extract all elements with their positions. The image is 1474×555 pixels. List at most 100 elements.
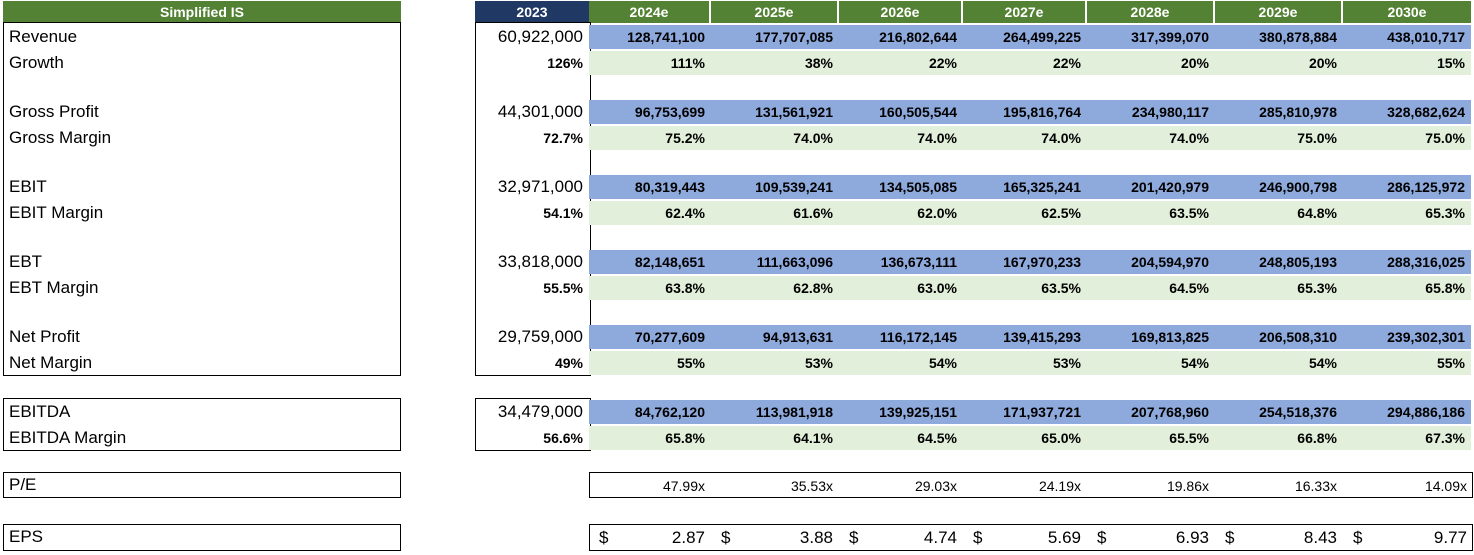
cell-ebit-2025e: 109,539,241 [711, 175, 839, 199]
cell-net-margin-2025e: 53% [711, 351, 839, 375]
base-value-ebt-margin: 55.5% [543, 280, 583, 296]
cell-gross-profit-2029e: 285,810,978 [1215, 100, 1343, 124]
base-value-gross-margin: 72.7% [543, 130, 583, 146]
cell-net-margin-2030e: 55% [1343, 351, 1471, 375]
pe-value-2026e: 29.03x [914, 478, 957, 494]
eps-values-box [589, 524, 1473, 551]
cell-ebitda-margin-2026e: 64.5% [839, 426, 963, 450]
cell-net-profit-2025e: 94,913,631 [711, 325, 839, 349]
cell-ebt-2028e: 204,594,970 [1087, 250, 1215, 274]
pe-label: P/E [9, 475, 37, 494]
row-label-ebitda: EBITDA [9, 402, 71, 421]
pe-value-2027e: 24.19x [1038, 478, 1081, 494]
cell-net-profit-2029e: 206,508,310 [1215, 325, 1343, 349]
cell-gross-margin-2027e: 74.0% [963, 126, 1087, 150]
cell-ebt-2029e: 248,805,193 [1215, 250, 1343, 274]
eps-value-2028e: 6.93 [1175, 528, 1209, 547]
cell-ebit-margin-2028e: 63.5% [1087, 201, 1215, 225]
cell-gross-margin-2025e: 74.0% [711, 126, 839, 150]
cell-gross-margin-2026e: 74.0% [839, 126, 963, 150]
cell-ebit-margin-2030e: 65.3% [1343, 201, 1471, 225]
cell-net-margin-2024e: 55% [589, 351, 711, 375]
cell-net-margin-2026e: 54% [839, 351, 963, 375]
row-label-gross-margin: Gross Margin [9, 128, 112, 147]
cell-ebitda-2030e: 294,886,186 [1343, 400, 1471, 424]
cell-ebit-margin-2029e: 64.8% [1215, 201, 1343, 225]
eps-currency-2025e: $ [721, 528, 731, 547]
cell-gross-profit-2026e: 160,505,544 [839, 100, 963, 124]
cell-ebitda-margin-2030e: 67.3% [1343, 426, 1471, 450]
cell-gross-profit-2025e: 131,561,921 [711, 100, 839, 124]
cell-ebitda-margin-2028e: 65.5% [1087, 426, 1215, 450]
cell-ebitda-2027e: 171,937,721 [963, 400, 1087, 424]
cell-gross-profit-2027e: 195,816,764 [963, 100, 1087, 124]
base-value-ebitda-margin: 56.6% [543, 430, 583, 446]
base-value-ebt: 33,818,000 [497, 252, 583, 271]
cell-growth-2026e: 22% [839, 51, 963, 75]
eps-value-2025e: 3.88 [799, 528, 833, 547]
cell-ebt-2024e: 82,148,651 [589, 250, 711, 274]
row-label-net-profit: Net Profit [9, 327, 80, 346]
eps-label: EPS [9, 527, 44, 546]
cell-ebit-margin-2026e: 62.0% [839, 201, 963, 225]
cell-revenue-2028e: 317,399,070 [1087, 25, 1215, 49]
row-label-ebit-margin: EBIT Margin [9, 203, 104, 222]
cell-gross-margin-2030e: 75.0% [1343, 126, 1471, 150]
cell-gross-profit-2024e: 96,753,699 [589, 100, 711, 124]
header-year-2028e: 2028e [1087, 1, 1213, 23]
pe-value-2030e: 14.09x [1424, 478, 1467, 494]
cell-gross-margin-2024e: 75.2% [589, 126, 711, 150]
cell-ebt-2030e: 288,316,025 [1343, 250, 1471, 274]
base-value-net-profit: 29,759,000 [497, 327, 583, 346]
cell-growth-2027e: 22% [963, 51, 1087, 75]
cell-ebitda-margin-2025e: 64.1% [711, 426, 839, 450]
row-label-growth: Growth [9, 53, 64, 72]
cell-net-profit-2028e: 169,813,825 [1087, 325, 1215, 349]
cell-revenue-2030e: 438,010,717 [1343, 25, 1471, 49]
cell-ebit-2027e: 165,325,241 [963, 175, 1087, 199]
eps-value-2024e: 2.87 [671, 528, 705, 547]
base-value-ebitda: 34,479,000 [497, 402, 583, 421]
row-label-ebit: EBIT [9, 177, 47, 196]
cell-ebit-margin-2024e: 62.4% [589, 201, 711, 225]
header-year-2025e: 2025e [711, 1, 837, 23]
cell-growth-2025e: 38% [711, 51, 839, 75]
cell-ebitda-2026e: 139,925,151 [839, 400, 963, 424]
cell-ebit-margin-2025e: 61.6% [711, 201, 839, 225]
cell-net-profit-2024e: 70,277,609 [589, 325, 711, 349]
cell-ebit-2024e: 80,319,443 [589, 175, 711, 199]
cell-ebitda-margin-2027e: 65.0% [963, 426, 1087, 450]
cell-gross-margin-2028e: 74.0% [1087, 126, 1215, 150]
header-simplified-is: Simplified IS [3, 1, 401, 23]
cell-growth-2028e: 20% [1087, 51, 1215, 75]
cell-ebitda-2029e: 254,518,376 [1215, 400, 1343, 424]
cell-ebit-2026e: 134,505,085 [839, 175, 963, 199]
pe-value-2024e: 47.99x [662, 478, 705, 494]
cell-growth-2024e: 111% [589, 51, 711, 75]
cell-net-profit-2026e: 116,172,145 [839, 325, 963, 349]
eps-currency-2024e: $ [599, 528, 609, 547]
cell-ebit-margin-2027e: 62.5% [963, 201, 1087, 225]
cell-ebit-2030e: 286,125,972 [1343, 175, 1471, 199]
cell-net-profit-2027e: 139,415,293 [963, 325, 1087, 349]
eps-currency-2028e: $ [1097, 528, 1107, 547]
header-year-2027e: 2027e [963, 1, 1085, 23]
eps-value-2026e: 4.74 [923, 528, 957, 547]
header-year-2029e: 2029e [1215, 1, 1341, 23]
eps-value-2030e: 9.77 [1433, 528, 1467, 547]
eps-currency-2027e: $ [973, 528, 983, 547]
pe-value-2029e: 16.33x [1294, 478, 1337, 494]
cell-growth-2030e: 15% [1343, 51, 1471, 75]
label-box-main [3, 22, 401, 376]
header-year-2030e: 2030e [1343, 1, 1471, 23]
cell-ebitda-margin-2024e: 65.8% [589, 426, 711, 450]
header-year-2026e: 2026e [839, 1, 961, 23]
eps-currency-2026e: $ [849, 528, 859, 547]
eps-value-2027e: 5.69 [1047, 528, 1081, 547]
cell-revenue-2026e: 216,802,644 [839, 25, 963, 49]
cell-ebit-2028e: 201,420,979 [1087, 175, 1215, 199]
cell-ebt-2027e: 167,970,233 [963, 250, 1087, 274]
pe-value-2025e: 35.53x [790, 478, 833, 494]
header-year-2024e: 2024e [589, 1, 709, 23]
cell-gross-profit-2028e: 234,980,117 [1087, 100, 1215, 124]
